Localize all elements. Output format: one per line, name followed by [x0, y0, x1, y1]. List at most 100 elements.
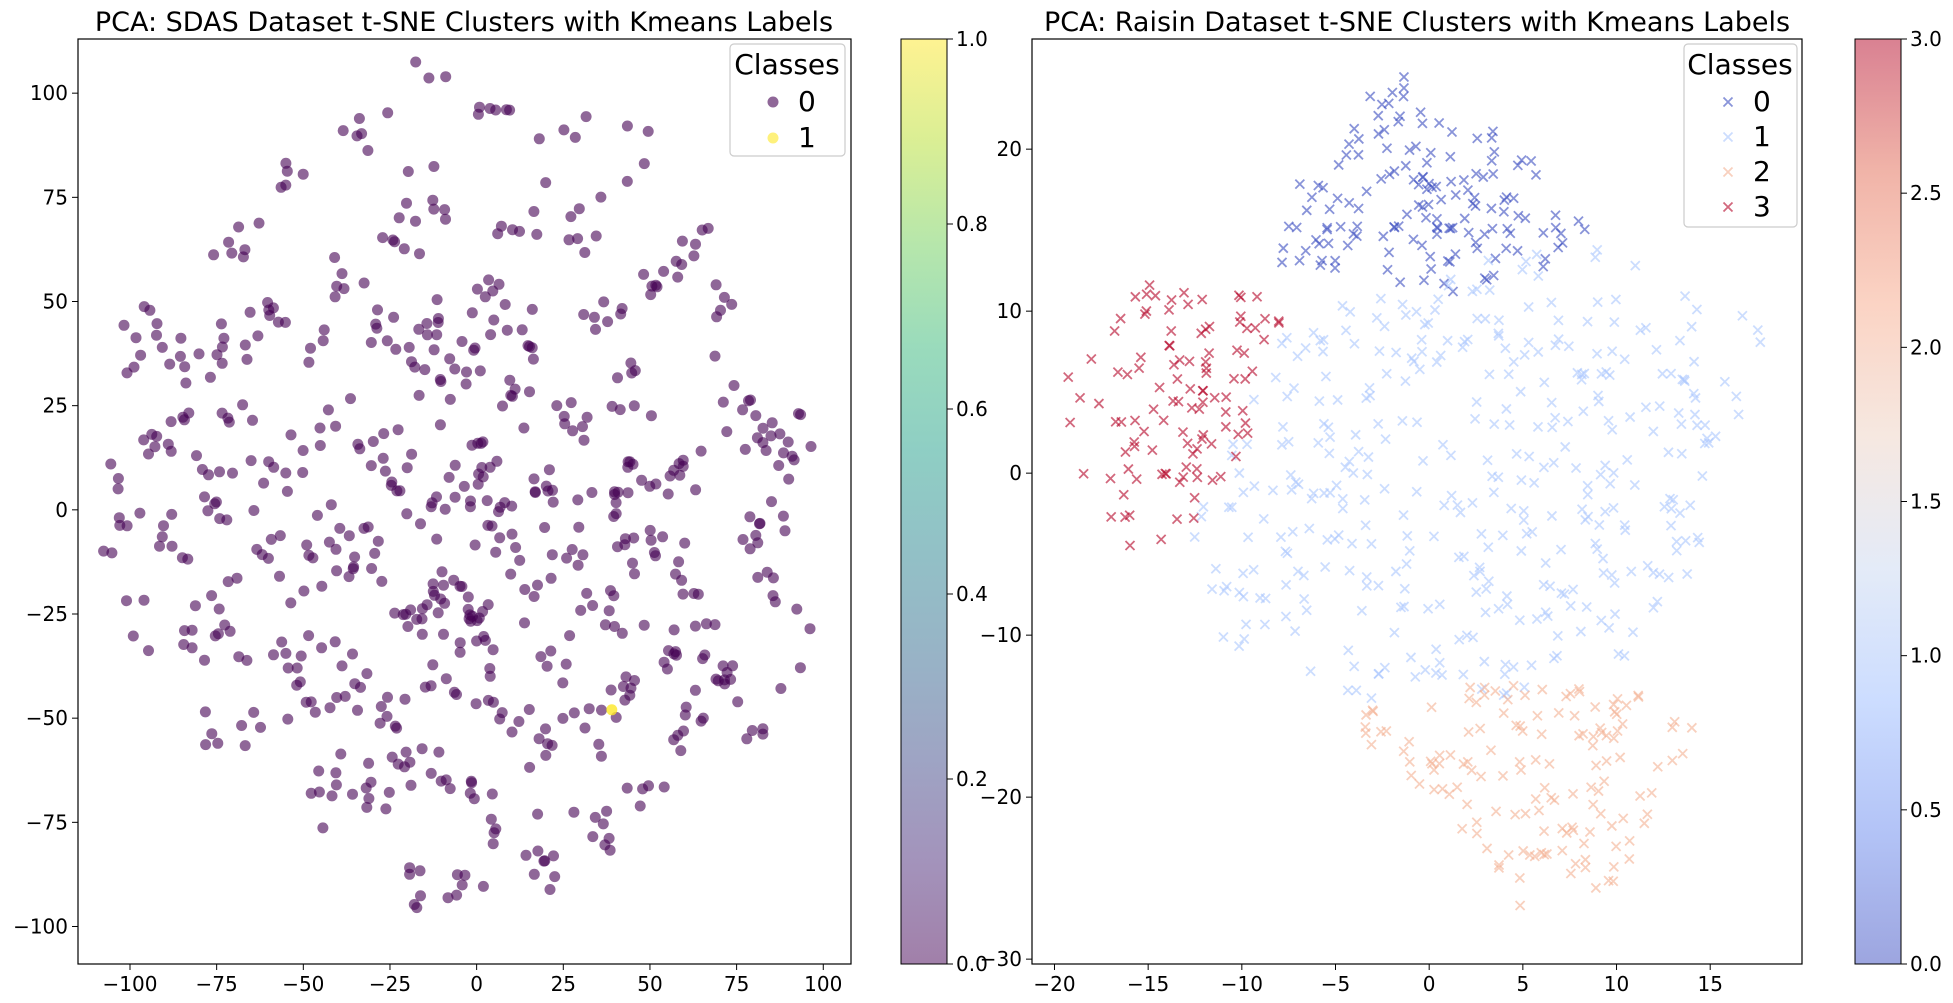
- raisin-point-class-2: [1612, 693, 1623, 704]
- raisin-point-class-2: [1485, 745, 1497, 756]
- raisin-point-class-0: [1512, 160, 1523, 171]
- raisin-point-class-3: [1120, 446, 1131, 458]
- raisin-point-class-1: [1189, 531, 1200, 543]
- raisin-point-class-3: [1163, 304, 1175, 315]
- sdas-point-class-0: [428, 344, 440, 356]
- sdas-point-class-0: [605, 684, 617, 696]
- raisin-point-class-2: [1639, 818, 1650, 829]
- sdas-point-class-0: [180, 377, 192, 389]
- sdas-point-class-0: [460, 378, 472, 390]
- raisin-point-class-3: [1174, 477, 1185, 488]
- raisin-point-class-1: [1258, 513, 1269, 525]
- sdas-point-class-0: [482, 599, 494, 611]
- raisin-point-class-1: [1519, 682, 1530, 693]
- raisin-point-class-2: [1515, 720, 1526, 732]
- sdas-point-class-0: [165, 416, 177, 428]
- sdas-point-class-0: [637, 783, 649, 795]
- sdas-point-class-0: [280, 467, 292, 479]
- raisin-point-class-1: [1609, 577, 1620, 589]
- sdas-point-class-0: [442, 892, 454, 904]
- raisin-point-class-0: [1520, 213, 1531, 224]
- sdas-point-class-0: [565, 211, 577, 223]
- raisin-point-class-3: [1233, 429, 1244, 440]
- raisin-point-class-1: [1227, 439, 1239, 450]
- raisin-point-class-1: [1544, 581, 1556, 592]
- raisin-point-class-1: [1242, 532, 1254, 543]
- sdas-point-class-0: [578, 434, 590, 446]
- raisin-point-class-1: [1546, 510, 1558, 522]
- sdas-point-class-0: [179, 361, 191, 373]
- raisin-point-class-0: [1488, 270, 1499, 281]
- raisin-point-class-1: [1474, 566, 1486, 577]
- sdas-point-class-0: [593, 738, 605, 750]
- raisin-legend-marker-3: [1722, 201, 1734, 213]
- sdas-point-class-0: [135, 349, 147, 361]
- raisin-point-class-3: [1235, 311, 1246, 322]
- raisin-point-class-0: [1445, 176, 1457, 187]
- raisin-point-class-0: [1351, 231, 1362, 242]
- sdas-point-class-0: [330, 767, 342, 779]
- sdas-point-class-0: [425, 767, 437, 779]
- raisin-point-class-0: [1470, 237, 1481, 248]
- sdas-point-class-0: [782, 436, 794, 448]
- raisin-point-class-1: [1374, 346, 1385, 357]
- raisin-point-class-1: [1504, 419, 1515, 431]
- sdas-point-class-0: [400, 746, 412, 758]
- raisin-point-class-0: [1487, 126, 1499, 137]
- sdas-point-class-0: [236, 720, 248, 731]
- sdas-point-class-0: [628, 532, 640, 544]
- raisin-point-class-3: [1228, 373, 1240, 384]
- raisin-point-class-1: [1346, 538, 1358, 549]
- sdas-point-class-0: [638, 158, 650, 170]
- raisin-point-class-1: [1563, 341, 1574, 352]
- sdas-point-class-0: [295, 650, 307, 662]
- raisin-point-class-0: [1408, 234, 1419, 245]
- raisin-point-class-1: [1576, 374, 1587, 385]
- sdas-point-class-0: [528, 868, 540, 880]
- raisin-point-class-3: [1141, 305, 1152, 317]
- sdas-point-class-0: [216, 341, 228, 353]
- raisin-point-class-3: [1141, 289, 1152, 300]
- sdas-point-class-0: [709, 619, 721, 631]
- sdas-point-class-0: [619, 694, 631, 706]
- y-tick-label: −75: [26, 810, 68, 834]
- sdas-point-class-0: [483, 274, 495, 286]
- raisin-point-class-2: [1406, 770, 1417, 781]
- raisin-point-class-1: [1594, 519, 1605, 531]
- sdas-point-class-0: [557, 712, 569, 724]
- raisin-point-class-1: [1241, 439, 1253, 450]
- raisin-point-class-1: [1547, 422, 1558, 433]
- raisin-point-class-1: [1677, 374, 1688, 385]
- sdas-point-class-0: [429, 589, 440, 601]
- raisin-point-class-1: [1689, 409, 1701, 420]
- sdas-point-class-0: [196, 464, 208, 475]
- raisin-point-class-1: [1206, 583, 1218, 595]
- raisin-point-class-1: [1380, 433, 1391, 445]
- raisin-point-class-1: [1363, 451, 1374, 463]
- raisin-point-class-1: [1419, 319, 1430, 330]
- y-tick-label: −100: [13, 915, 68, 939]
- sdas-point-class-0: [151, 329, 162, 341]
- raisin-point-class-1: [1605, 478, 1616, 489]
- raisin-point-class-3: [1178, 471, 1189, 483]
- raisin-point-class-3: [1251, 291, 1263, 302]
- raisin-point-class-2: [1686, 722, 1698, 733]
- x-tick-label: 0: [470, 972, 483, 996]
- sdas-point-class-0: [262, 552, 274, 564]
- raisin-point-class-1: [1527, 526, 1538, 538]
- sdas-point-class-0: [355, 681, 366, 693]
- sdas-point-class-0: [461, 366, 472, 378]
- raisin-point-class-1: [1404, 545, 1415, 557]
- raisin-point-class-3: [1241, 323, 1253, 334]
- raisin-point-class-2: [1367, 705, 1378, 716]
- raisin-point-class-1: [1436, 669, 1448, 681]
- raisin-point-class-2: [1452, 782, 1463, 793]
- raisin-point-class-3: [1182, 438, 1193, 449]
- sdas-point-class-0: [482, 694, 494, 706]
- sdas-point-class-0: [343, 530, 355, 542]
- sdas-point-class-0: [325, 499, 337, 511]
- sdas-point-class-0: [737, 404, 749, 416]
- raisin-point-class-0: [1353, 133, 1364, 145]
- sdas-point-class-0: [468, 344, 480, 356]
- raisin-point-class-3: [1124, 540, 1136, 551]
